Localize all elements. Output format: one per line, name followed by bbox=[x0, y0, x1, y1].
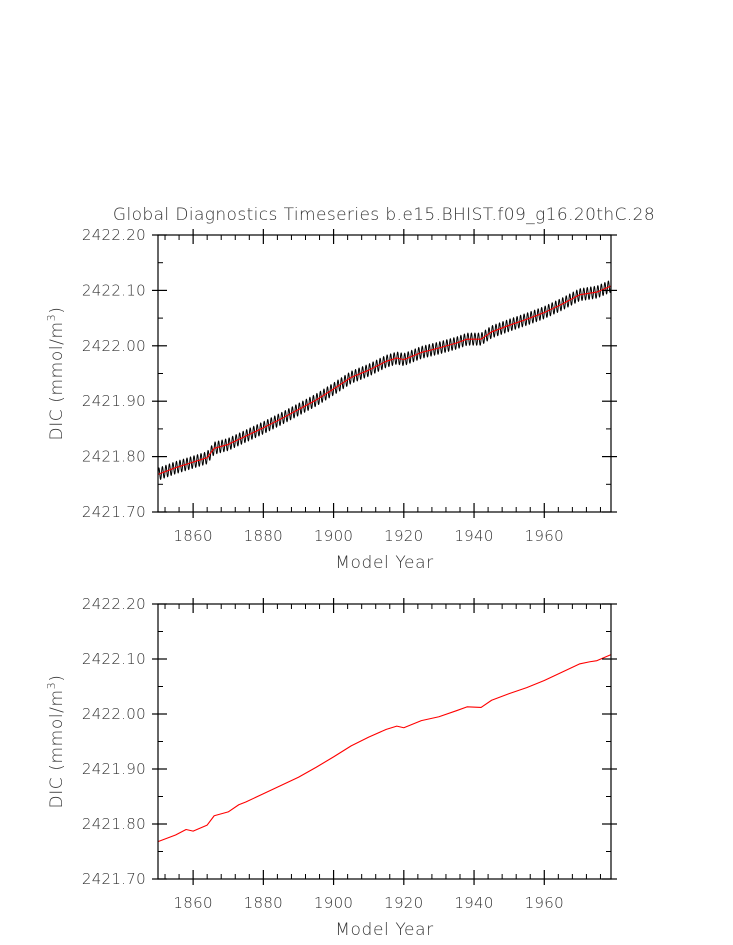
top-monthly-series-line bbox=[157, 280, 612, 480]
bottom-x-tick-label: 1920 bbox=[384, 894, 423, 912]
top-y-tick-label: 2421.70 bbox=[82, 503, 146, 521]
figure-title: Global Diagnostics Timeseries b.e15.BHIS… bbox=[113, 205, 655, 225]
top-y-tick-label: 2421.80 bbox=[82, 448, 146, 466]
top-x-tick-label: 1880 bbox=[244, 527, 283, 545]
bottom-y-tick-label: 2421.90 bbox=[82, 760, 146, 778]
top-plot-frame bbox=[157, 234, 612, 513]
top-x-tick-label: 1920 bbox=[384, 527, 423, 545]
bottom-panel: 1860 1880 1900 1920 1940 1960 2421.70 2421.80 24… bbox=[45, 595, 617, 940]
top-x-tick-label: 1860 bbox=[173, 527, 212, 545]
bottom-x-tick-label: 1940 bbox=[454, 894, 493, 912]
top-y-tick-label: 2422.20 bbox=[82, 226, 146, 244]
bottom-x-tick-label: 1960 bbox=[525, 894, 564, 912]
bottom-y-axis-title: DIC (mmol/m3) bbox=[45, 675, 67, 809]
top-y-tick-label: 2422.00 bbox=[82, 337, 146, 355]
bottom-y-axis-title-sup: 3 bbox=[45, 682, 58, 690]
bottom-y-tick-label: 2422.00 bbox=[82, 705, 146, 723]
bottom-y-tick-label: 2421.80 bbox=[82, 815, 146, 833]
top-x-axis-title: Model Year bbox=[335, 553, 433, 573]
top-annual-mean-series-line bbox=[157, 285, 612, 475]
top-y-tick-label: 2421.90 bbox=[82, 392, 146, 410]
bottom-y-tick-label: 2422.20 bbox=[82, 595, 146, 613]
top-y-axis-title-sup: 3 bbox=[45, 314, 58, 322]
bottom-x-tick-label: 1900 bbox=[314, 894, 353, 912]
top-y-tick-label: 2422.10 bbox=[82, 281, 146, 299]
top-y-axis-title: DIC (mmol/m3) bbox=[45, 307, 67, 441]
bottom-y-axis-title-main: DIC (mmol/m bbox=[47, 689, 67, 808]
top-x-tick-label: 1900 bbox=[314, 527, 353, 545]
bottom-annual-mean-series-line bbox=[157, 654, 612, 843]
top-y-axis-title-close: ) bbox=[47, 307, 67, 314]
top-x-tick-label: 1960 bbox=[525, 527, 564, 545]
bottom-x-axis-title: Model Year bbox=[335, 920, 433, 940]
bottom-x-tick-label: 1880 bbox=[244, 894, 283, 912]
bottom-plot-frame bbox=[157, 603, 612, 880]
top-y-axis-title-main: DIC (mmol/m bbox=[47, 321, 67, 440]
top-x-tick-label: 1940 bbox=[454, 527, 493, 545]
bottom-y-tick-label: 2422.10 bbox=[82, 650, 146, 668]
bottom-x-tick-label: 1860 bbox=[173, 894, 212, 912]
top-panel: 1860 1880 1900 1920 1940 1960 2421.70 2421.80 24… bbox=[45, 226, 617, 573]
bottom-y-tick-label: 2421.70 bbox=[82, 870, 146, 888]
bottom-y-axis-title-close: ) bbox=[47, 675, 67, 682]
